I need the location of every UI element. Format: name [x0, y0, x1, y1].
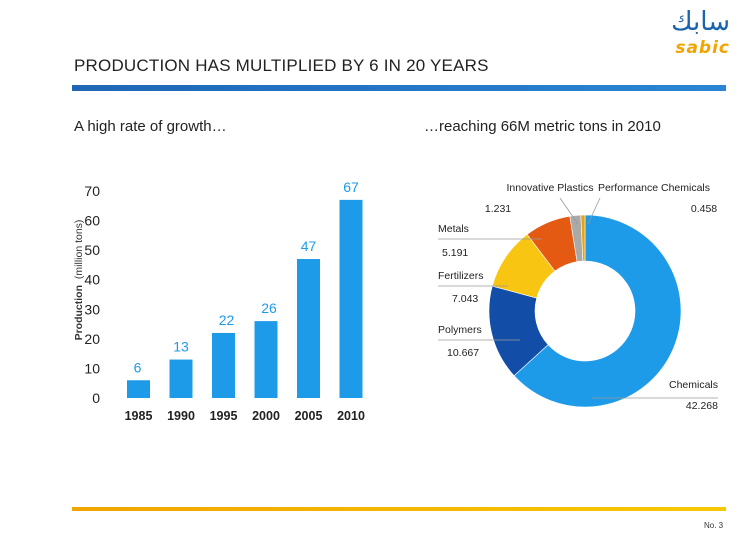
- bar-chart-subtitle: A high rate of growth…: [74, 118, 227, 135]
- y-tick-label: 10: [84, 360, 100, 376]
- x-tick-label: 1985: [125, 409, 153, 423]
- slice-name-label: Metals: [438, 223, 469, 235]
- slice-chemicals: [513, 214, 682, 408]
- y-tick-label: 0: [92, 390, 100, 406]
- leader-line: [587, 197, 601, 225]
- slice-name-label: Fertilizers: [438, 270, 484, 282]
- production-bar-chart: Production (million tons) 0 10 20 30 40 50 60 7…: [73, 179, 365, 423]
- bar-data-label: 13: [173, 339, 189, 355]
- slice-name-label: Chemicals: [669, 379, 718, 391]
- bar-data-label: 26: [261, 300, 277, 316]
- slice-value-label: 1.231: [485, 203, 511, 215]
- bar-data-label: 67: [343, 179, 359, 195]
- x-tick-label: 2010: [337, 409, 365, 423]
- donut-chart-subtitle: …reaching 66M metric tons in 2010: [424, 118, 661, 135]
- slice-value-label: 7.043: [452, 293, 478, 305]
- bar-data-label: 6: [134, 359, 142, 375]
- bar-2010: [339, 199, 363, 398]
- y-axis-label: Production (million tons): [73, 220, 85, 341]
- slice-value-label: 42.268: [686, 400, 718, 412]
- footer-divider: [72, 507, 726, 511]
- bar-2000: [254, 321, 278, 398]
- bar-2005: [297, 259, 320, 398]
- slice-name-label: Polymers: [438, 324, 482, 336]
- slice-name-label: Performance Chemicals: [598, 182, 710, 194]
- title-divider: [72, 85, 726, 91]
- logo-arabic-text: سابك: [671, 7, 730, 37]
- x-tick-label: 2005: [295, 409, 323, 423]
- leader-line: [559, 197, 579, 225]
- bar-1995: [212, 332, 235, 398]
- page-number: No. 3: [704, 521, 724, 530]
- y-tick-label: 20: [84, 331, 100, 347]
- slice-value-label: 5.191: [442, 247, 468, 259]
- y-tick-label: 60: [84, 213, 100, 229]
- y-tick-label: 70: [84, 183, 100, 199]
- logo-latin-text: sabic: [675, 38, 730, 58]
- y-tick-label: 40: [84, 272, 100, 288]
- slice-name-label: Innovative Plastics: [507, 182, 594, 194]
- page-title: PRODUCTION HAS MULTIPLIED BY 6 IN 20 YEA…: [74, 56, 489, 75]
- x-tick-label: 1990: [167, 409, 195, 423]
- y-tick-label: 50: [84, 242, 100, 258]
- slice-value-label: 10.667: [447, 347, 479, 359]
- segment-donut-chart: Chemicals 42.268 Polymers 10.667 Fertilizers…: [438, 182, 718, 412]
- bar-data-label: 22: [219, 312, 235, 328]
- bar-data-label: 47: [301, 238, 317, 254]
- sabic-logo: سابك sabic: [652, 8, 730, 58]
- x-tick-label: 1995: [210, 409, 238, 423]
- bar-1985: [127, 380, 150, 398]
- bar-1990: [169, 359, 193, 398]
- slice-value-label: 0.458: [691, 203, 717, 215]
- slice-performance-chemicals: [580, 214, 586, 262]
- y-tick-label: 30: [84, 301, 100, 317]
- x-tick-label: 2000: [252, 409, 280, 423]
